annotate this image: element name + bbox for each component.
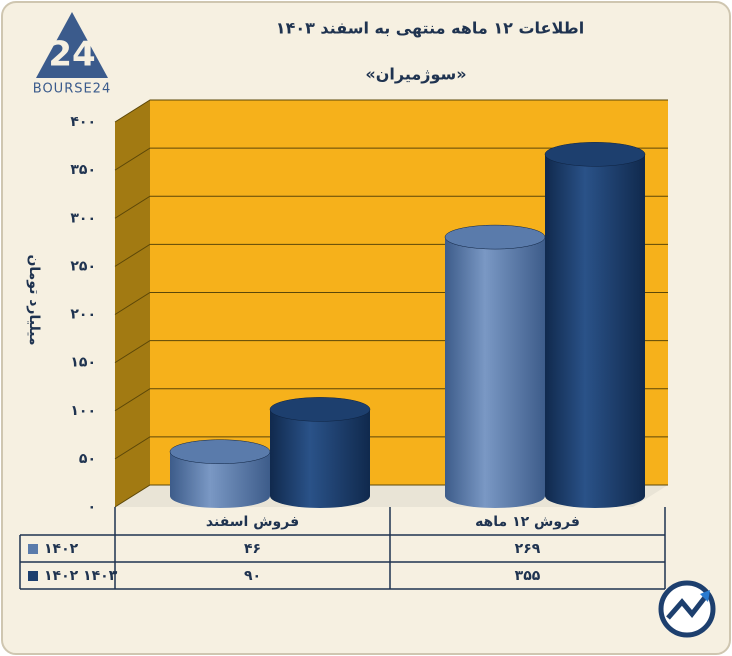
- legend-label: ۱۴۰۲ ۱۴۰۳: [44, 568, 118, 584]
- bar: [545, 154, 645, 508]
- svg-text:24: 24: [48, 35, 95, 75]
- grid-line: [114, 195, 668, 219]
- y-tick-label: ۰: [87, 499, 96, 515]
- bar-top: [544, 142, 646, 167]
- y-tick-label: ۳۵۰: [70, 162, 96, 178]
- x-tick-label: فروش اسفند: [206, 514, 299, 530]
- y-tick-label: ۴۰۰: [70, 114, 96, 130]
- bar-top: [269, 397, 371, 422]
- y-tick-label: ۱۵۰: [70, 355, 96, 371]
- chart-title: اطلاعات ۱۲ ماهه منتهی به اسفند ۱۴۰۳: [276, 19, 584, 38]
- legend-label: ۱۴۰۲: [44, 541, 79, 557]
- brand-icon: [658, 580, 716, 638]
- data-table: [19, 507, 666, 590]
- value-label: ۴۶: [244, 541, 261, 557]
- chart-subtitle: «سوژمیران»: [365, 65, 466, 84]
- y-tick-label: ۲۵۰: [70, 258, 96, 274]
- y-tick-label: ۵۰: [79, 451, 96, 467]
- logo: 24 BOURSE24: [33, 12, 111, 97]
- grid-line: [114, 99, 668, 123]
- value-label: ۹۰: [244, 568, 261, 584]
- x-tick-label: فروش ۱۲ ماهه: [475, 514, 580, 530]
- bar: [445, 237, 545, 508]
- y-tick-label: ۱۰۰: [70, 403, 96, 419]
- y-tick-label: ۲۰۰: [70, 307, 96, 323]
- legend-swatch: [28, 544, 38, 554]
- value-label: ۳۵۵: [515, 568, 541, 584]
- bar: [270, 409, 370, 508]
- legend-swatch: [28, 571, 38, 581]
- y-axis-title: میلیارد تومان: [26, 254, 42, 345]
- value-label: ۲۶۹: [515, 541, 541, 557]
- bar: [170, 451, 270, 508]
- bar-top: [444, 224, 546, 250]
- y-tick-label: ۳۰۰: [70, 210, 96, 226]
- logo-text: BOURSE24: [33, 82, 111, 97]
- grid-line: [114, 147, 668, 171]
- bar-top: [169, 439, 271, 464]
